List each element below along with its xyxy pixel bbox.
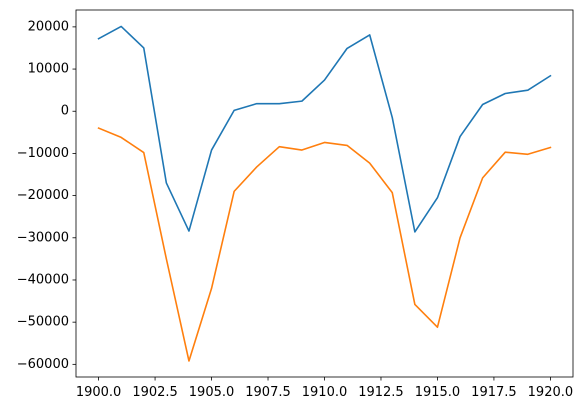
- y-tick-label: 20000: [28, 19, 69, 34]
- x-tick-label: 1912.5: [358, 385, 404, 400]
- y-tick-label: −40000: [17, 272, 69, 287]
- x-tick-label: 1915.0: [415, 385, 461, 400]
- x-tick-label: 1910.0: [302, 385, 348, 400]
- x-tick-label: 1920.0: [528, 385, 574, 400]
- series-layer: [97, 25, 552, 362]
- y-tick-label: −10000: [17, 146, 69, 161]
- x-tick-label: 1907.5: [245, 385, 291, 400]
- x-axis: 1900.0 1902.5 1905.0 1907.5 1910.0 1912.5 1915…: [76, 377, 573, 400]
- axes-frame: [75, 9, 574, 378]
- x-tick-label: 1900.0: [76, 385, 122, 400]
- y-tick-label: −60000: [17, 357, 69, 372]
- x-tick-label: 1917.5: [471, 385, 517, 400]
- y-tick-label: −50000: [17, 315, 69, 330]
- y-tick-label: 10000: [28, 62, 69, 77]
- y-tick-label: −20000: [17, 188, 69, 203]
- series-line-1: [97, 25, 552, 233]
- plot-area: [75, 9, 574, 378]
- y-tick-label: 0: [61, 104, 69, 119]
- x-tick-label: 1902.5: [132, 385, 178, 400]
- x-tick-label: 1905.0: [189, 385, 235, 400]
- y-tick-label: −30000: [17, 230, 69, 245]
- y-axis: 20000 10000 0 −10000 −20000 −30000 −40000 −5000…: [17, 19, 76, 372]
- series-line-2: [97, 127, 552, 362]
